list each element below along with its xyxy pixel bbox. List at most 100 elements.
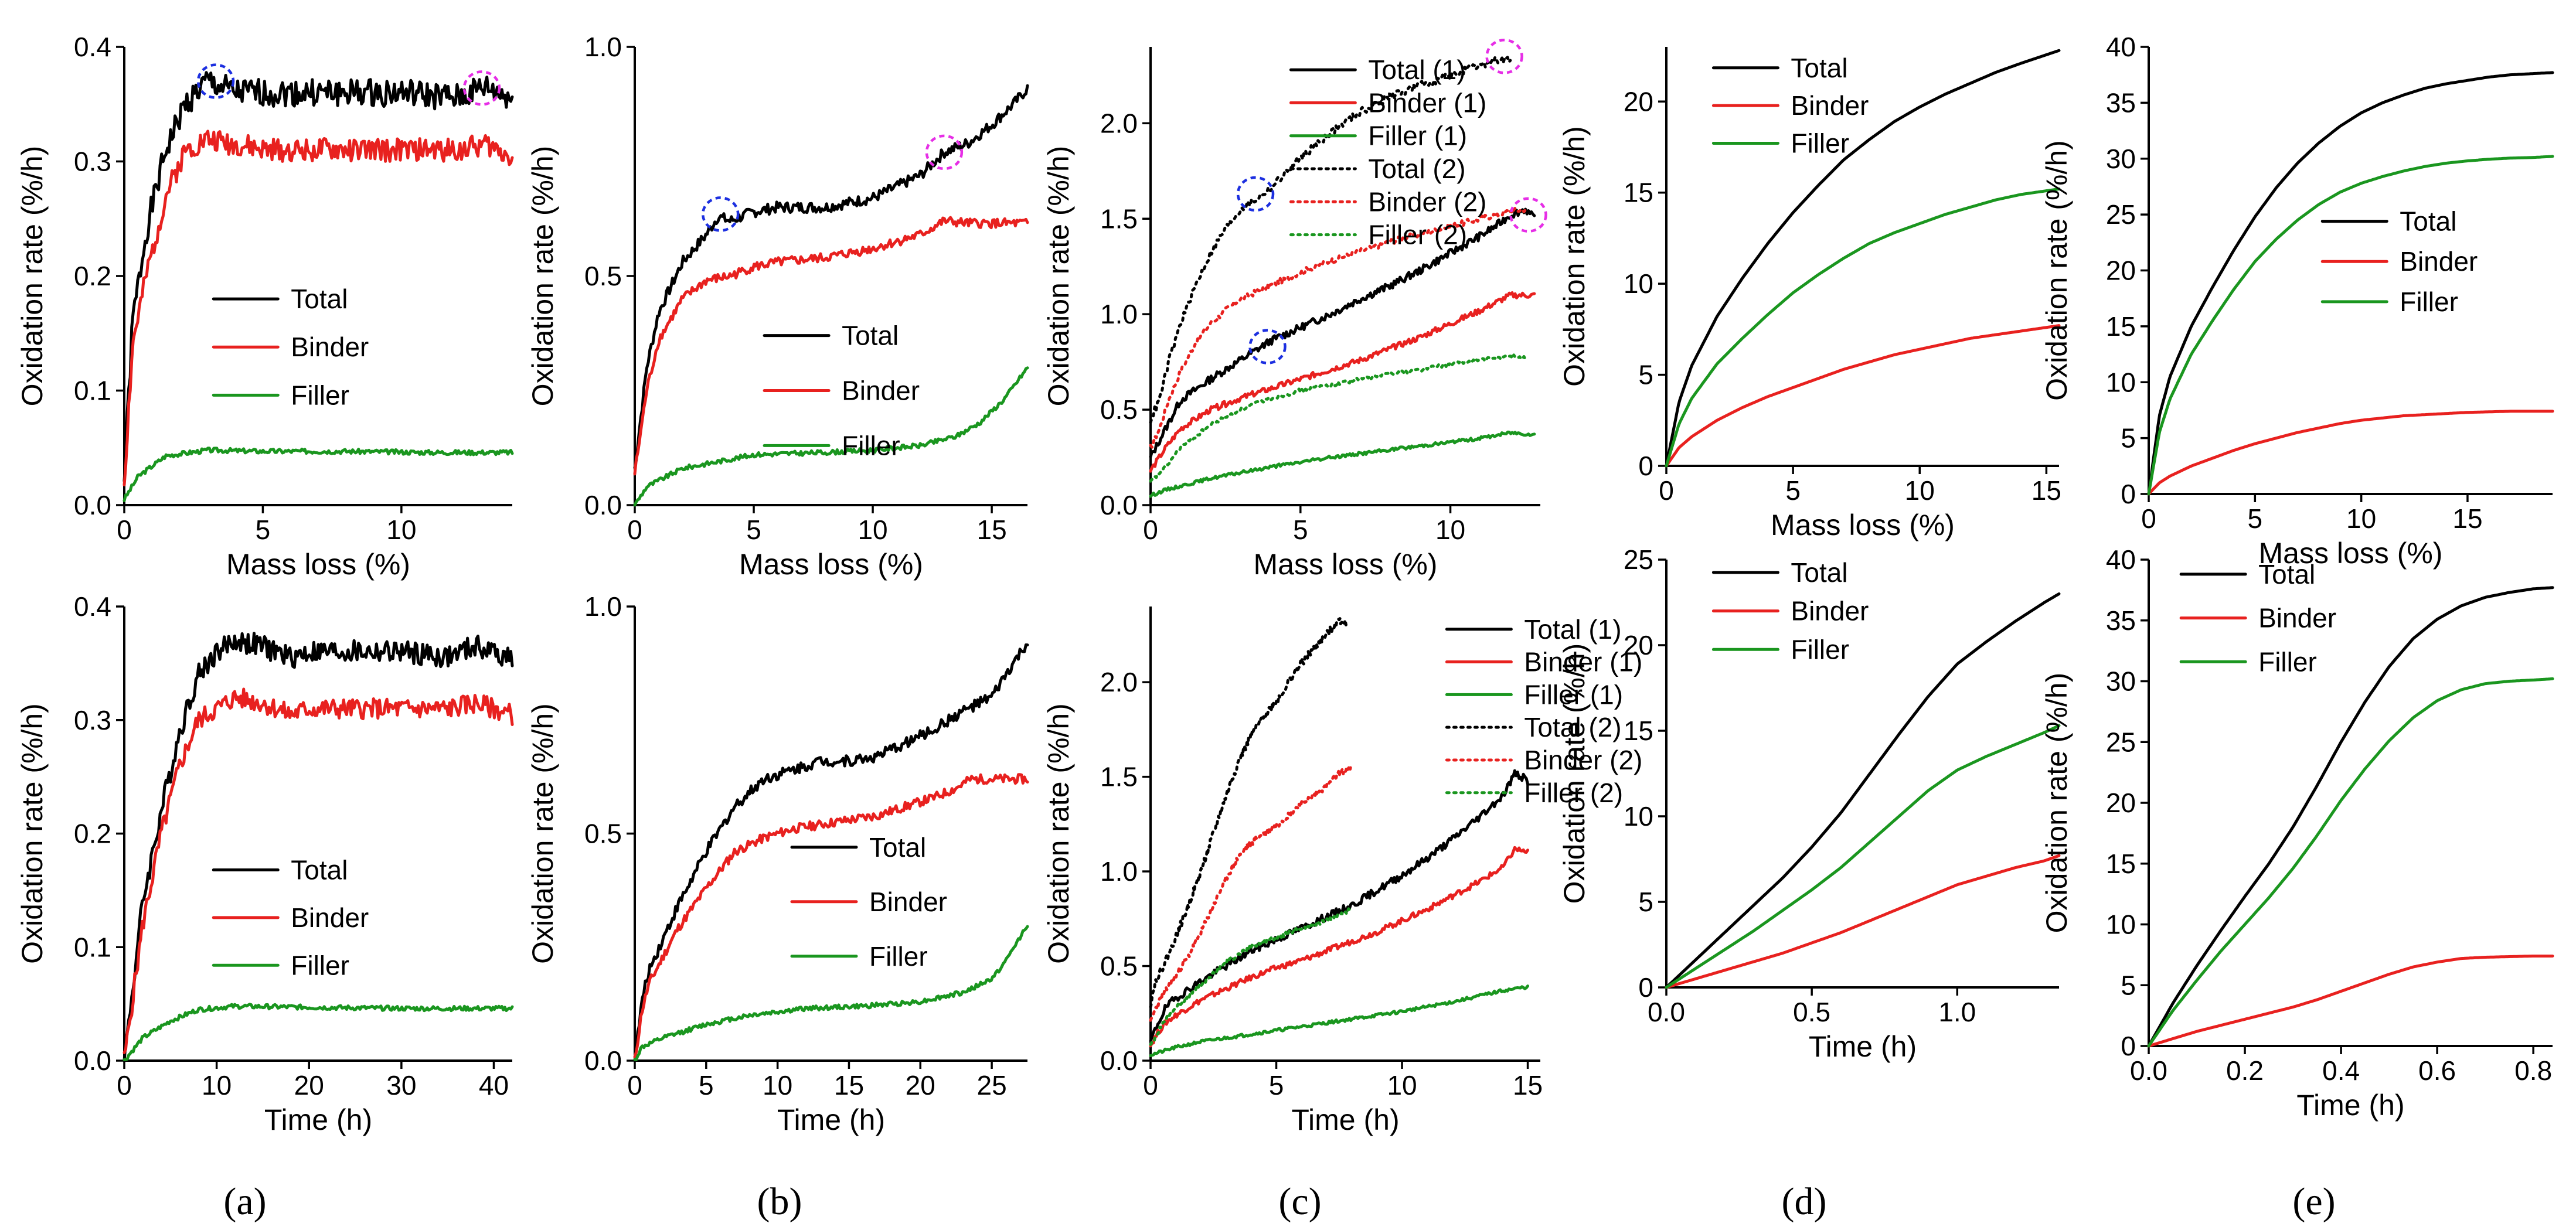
series-line-binder	[2147, 955, 2554, 1048]
series-line-filler	[1665, 724, 2061, 989]
x-tick-label: 30	[386, 1070, 416, 1100]
x-tick-label: 15	[1513, 1070, 1543, 1100]
y-tick-label: 0.4	[74, 32, 111, 62]
x-axis-label: Time (h)	[2296, 1089, 2404, 1122]
legend-label: Filler	[842, 430, 900, 461]
series-line-filler	[633, 366, 1029, 507]
y-tick-label: 40	[2106, 32, 2136, 62]
x-axis-label: Time (h)	[777, 1103, 885, 1136]
legend-label: Filler (1)	[1368, 121, 1467, 151]
chart-a-bottom: 0.0 0.1 0.2 0.3 0.4 0 10 20 30 40 Time (h) Oxidatio…	[16, 591, 514, 1136]
series-line-filler	[2147, 155, 2554, 496]
x-tick-label: 0	[117, 515, 132, 545]
legend-label: Binder	[1791, 596, 1869, 626]
x-tick-label: 0.8	[2514, 1055, 2552, 1086]
y-tick-label: 1.0	[1100, 856, 1138, 887]
x-axis-label: Mass loss (%)	[739, 548, 923, 581]
legend-label: Total (2)	[1368, 154, 1465, 184]
x-tick-label: 1.0	[1938, 997, 1976, 1027]
y-tick-label: 35	[2106, 87, 2136, 118]
legend-label: Filler	[291, 380, 349, 410]
y-tick-label: 0.4	[74, 591, 111, 622]
legend-label: Filler	[2258, 646, 2317, 677]
x-tick-label: 10	[1435, 515, 1465, 545]
series-line-filler-1	[1149, 984, 1529, 1057]
y-tick-label: 15	[1624, 715, 1653, 746]
series-line-filler	[122, 1003, 514, 1061]
x-tick-label: 10	[2346, 503, 2376, 534]
x-tick-label: 0	[627, 515, 642, 545]
legend-label: Binder	[291, 332, 369, 362]
y-tick-label: 1.0	[1100, 299, 1138, 329]
series-line-binder-1	[1149, 846, 1529, 1048]
y-tick-label: 0.1	[74, 376, 111, 406]
x-tick-label: 10	[202, 1070, 232, 1100]
legend-label: Total	[842, 321, 899, 351]
y-tick-label: 0	[1638, 451, 1653, 481]
legend-label: Binder (1)	[1368, 87, 1486, 118]
y-tick-label: 0.0	[584, 1045, 622, 1076]
x-axis-label: Mass loss (%)	[2259, 537, 2443, 570]
legend-label: Binder (1)	[1524, 647, 1642, 677]
x-tick-label: 15	[2452, 503, 2482, 534]
x-axis-label: Mass loss (%)	[226, 548, 410, 581]
x-tick-label: 10	[386, 515, 416, 545]
y-tick-label: 5	[1638, 360, 1653, 390]
x-tick-label: 0	[1659, 475, 1674, 506]
x-tick-label: 0	[1143, 1070, 1158, 1100]
legend-label: Filler	[2400, 287, 2458, 317]
highlight-circle	[1248, 329, 1287, 364]
x-tick-label: 0	[1143, 515, 1158, 545]
y-tick-label: 0.3	[74, 146, 111, 177]
x-tick-label: 5	[1293, 515, 1308, 545]
series-line-total	[2147, 586, 2554, 1048]
x-tick-label: 5	[2248, 503, 2263, 534]
y-tick-label: 0.0	[584, 490, 622, 520]
x-tick-label: 0	[2141, 503, 2156, 534]
y-tick-label: 0.0	[74, 490, 111, 520]
y-tick-label: 0.0	[1100, 490, 1138, 520]
y-tick-label: 25	[2106, 727, 2136, 757]
highlight-circle	[701, 196, 740, 232]
y-tick-label: 0	[2121, 1031, 2136, 1061]
series-line-binder	[1665, 854, 2061, 989]
series-line-filler	[1665, 188, 2061, 468]
y-tick-label: 15	[2106, 311, 2136, 342]
legend-label: Total	[291, 284, 348, 314]
y-axis-label: Oxidation rate (%/h)	[1558, 643, 1591, 904]
legend-label: Total (2)	[1524, 712, 1621, 742]
legend-label: Total	[1791, 53, 1847, 83]
highlight-circle	[1509, 197, 1547, 233]
x-tick-label: 0.0	[1648, 997, 1685, 1027]
series-line-total	[633, 643, 1029, 1062]
y-tick-label: 1.5	[1100, 203, 1138, 234]
legend-label: Binder	[2400, 246, 2478, 277]
series-line-binder	[633, 773, 1029, 1059]
series-line-total	[122, 632, 514, 1062]
y-axis-label: Oxidation rate (%/h)	[16, 703, 49, 964]
legend-label: Binder (2)	[1368, 186, 1486, 217]
x-tick-label: 0.2	[2226, 1055, 2264, 1086]
panel-caption-d: (d)	[1782, 1180, 1827, 1223]
legend-label: Binder	[2258, 603, 2336, 633]
y-tick-label: 1.0	[584, 32, 622, 62]
series-line-total	[1665, 49, 2061, 468]
x-axis-label: Time (h)	[1291, 1103, 1399, 1136]
y-tick-label: 0	[2121, 479, 2136, 509]
x-tick-label: 0.0	[2130, 1055, 2167, 1086]
series-line-total-1	[1149, 207, 1536, 458]
y-tick-label: 30	[2106, 144, 2136, 174]
x-tick-label: 25	[977, 1070, 1007, 1100]
y-tick-label: 0.0	[74, 1045, 111, 1076]
legend-label: Binder	[1791, 90, 1869, 121]
chart-c-bottom: 0.0 0.5 1.0 1.5 2.0 0 5 10 15 Time (h) Oxidation r…	[1042, 607, 1642, 1136]
y-tick-label: 10	[2106, 909, 2136, 940]
y-tick-label: 20	[1624, 86, 1653, 117]
legend-label: Filler	[291, 950, 349, 980]
chart-b-top: 0.0 0.5 1.0 0 5 10 15 Mass loss (%) Oxidation ra…	[526, 32, 1029, 581]
x-axis-label: Mass loss (%)	[1254, 548, 1438, 581]
legend-label: Filler (2)	[1524, 778, 1623, 808]
y-axis-label: Oxidation rate (%/h)	[526, 703, 559, 964]
